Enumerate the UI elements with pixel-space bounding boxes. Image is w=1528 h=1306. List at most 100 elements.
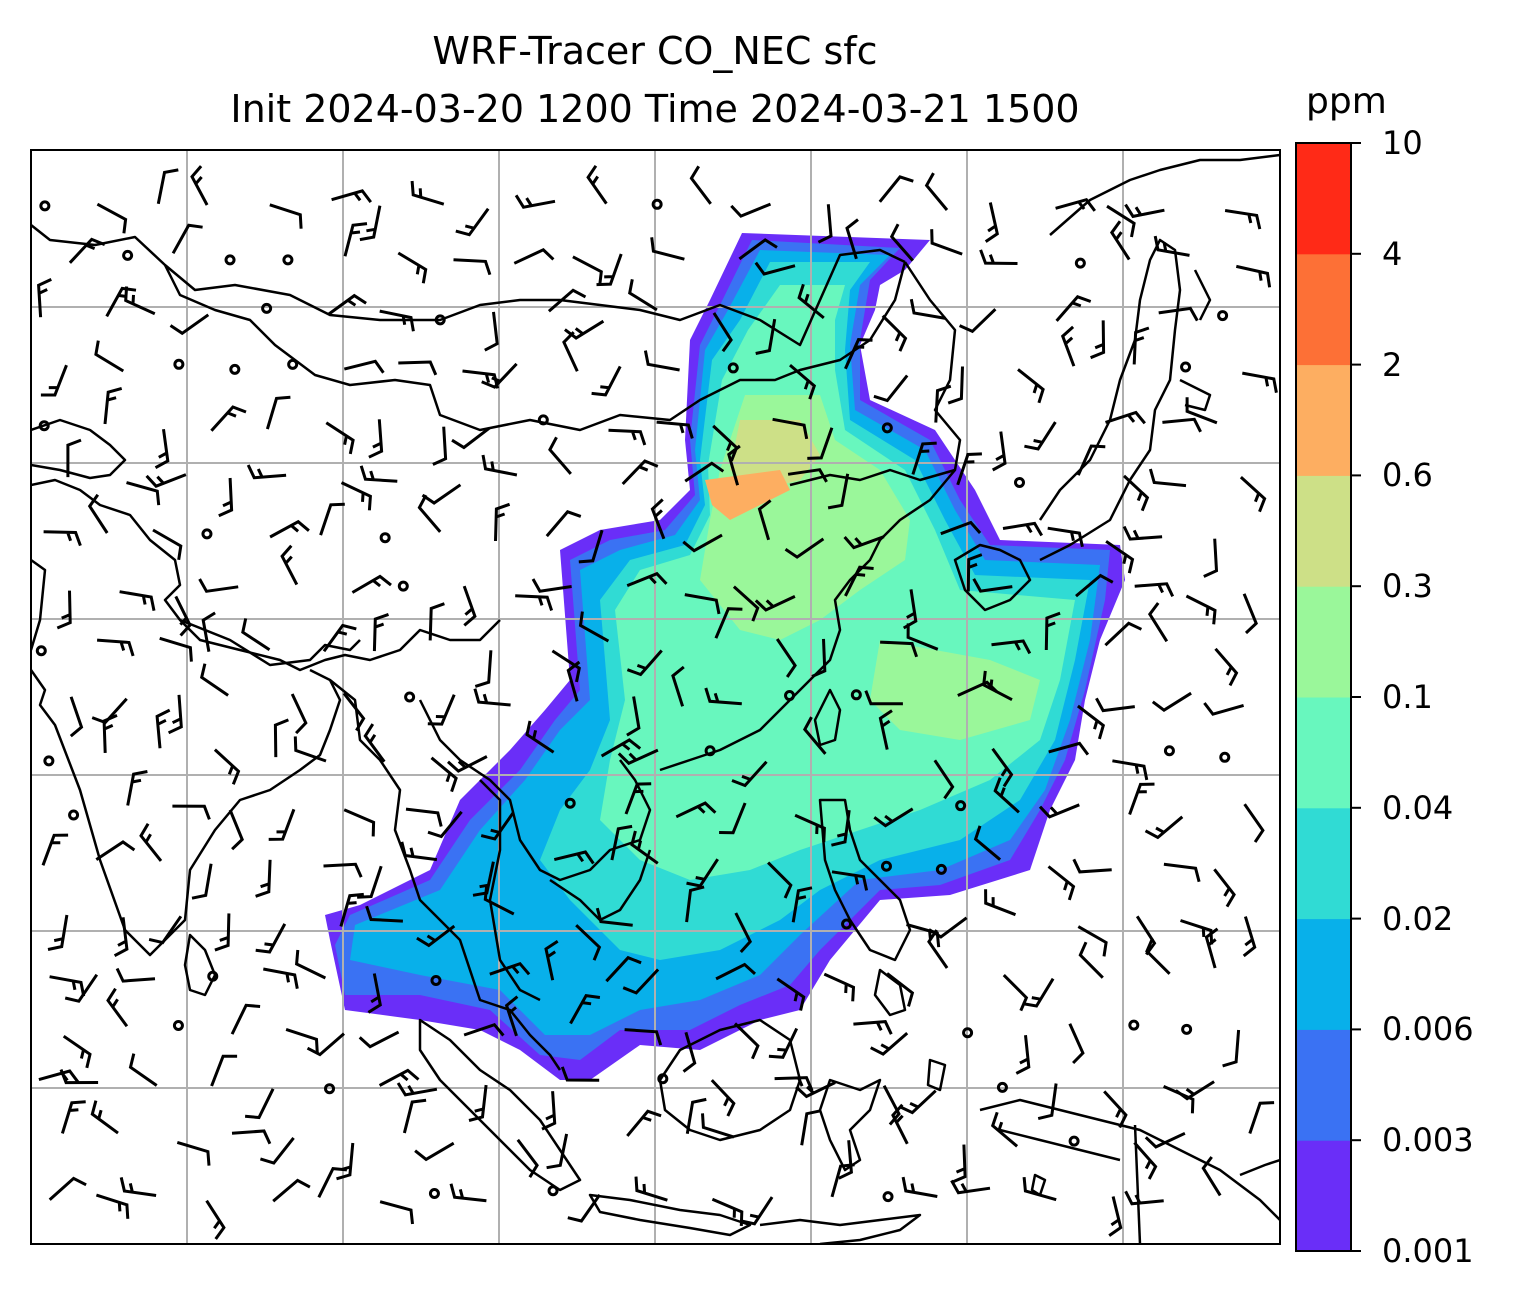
wind-barb bbox=[473, 688, 511, 707]
wind-barb bbox=[911, 441, 937, 475]
wind-barb bbox=[1068, 1023, 1085, 1065]
wind-barb bbox=[378, 1068, 420, 1087]
wind-barb bbox=[710, 1079, 736, 1117]
wind-barb bbox=[878, 709, 893, 750]
calm-wind-marker bbox=[287, 358, 299, 370]
wind-barb bbox=[901, 1176, 938, 1198]
wind-barb bbox=[255, 859, 272, 898]
colorbar-level-8 bbox=[1296, 364, 1351, 476]
wind-barb bbox=[569, 993, 601, 1025]
calm-wind-marker bbox=[68, 809, 80, 821]
wind-barb bbox=[738, 238, 778, 261]
wind-barb bbox=[447, 755, 488, 773]
colorbar-level-3 bbox=[1296, 918, 1351, 1030]
wind-barb bbox=[775, 638, 797, 678]
wind-barb bbox=[671, 665, 685, 707]
wind-barb bbox=[548, 436, 572, 475]
wind-barb bbox=[139, 822, 163, 862]
wind-barb bbox=[843, 535, 885, 550]
wind-barb bbox=[844, 565, 874, 597]
wind-barb bbox=[417, 494, 442, 533]
wind-barb bbox=[342, 692, 366, 732]
field-level-8 bbox=[705, 470, 790, 520]
wind-barb bbox=[1076, 444, 1106, 476]
calm-wind-marker bbox=[38, 420, 50, 432]
wind-barb bbox=[740, 1196, 774, 1226]
wind-barb bbox=[343, 222, 368, 257]
wind-barb bbox=[1055, 197, 1096, 212]
wind-barb bbox=[90, 1100, 119, 1135]
wind-barb bbox=[1162, 1085, 1195, 1114]
wind-barb bbox=[451, 426, 491, 450]
wind-barb bbox=[628, 279, 658, 312]
wind-barb bbox=[484, 311, 499, 352]
wind-barb bbox=[124, 286, 156, 316]
wind-barb bbox=[591, 365, 622, 397]
calm-wind-marker bbox=[229, 363, 241, 375]
calm-wind-marker bbox=[434, 314, 446, 326]
wind-barb bbox=[126, 481, 161, 506]
wind-barb bbox=[624, 1028, 663, 1046]
wind-barb bbox=[831, 810, 851, 847]
wind-barb bbox=[754, 261, 796, 276]
wind-barb bbox=[864, 690, 903, 706]
wind-barb bbox=[128, 1053, 158, 1087]
wind-barb bbox=[1203, 538, 1219, 578]
wind-barb bbox=[991, 431, 1007, 472]
wind-barb bbox=[784, 537, 825, 559]
wind-barb bbox=[340, 481, 372, 511]
wind-barb bbox=[1024, 421, 1057, 451]
colorbar-tick-label: 0.02 bbox=[1382, 899, 1454, 938]
wind-barb bbox=[1076, 704, 1106, 740]
wind-barb bbox=[1037, 1083, 1058, 1121]
calm-wind-marker bbox=[564, 797, 576, 809]
wind-barb bbox=[64, 973, 99, 1003]
wind-barb bbox=[1124, 1190, 1164, 1206]
wind-barb bbox=[578, 611, 610, 643]
wind-barb bbox=[624, 782, 652, 815]
wind-barb bbox=[1104, 621, 1143, 647]
calm-wind-marker bbox=[173, 358, 185, 370]
wind-barb bbox=[626, 696, 641, 737]
wind-barb bbox=[754, 595, 796, 612]
wind-barb bbox=[1222, 1029, 1241, 1068]
wind-barb bbox=[514, 194, 556, 209]
wind-barb bbox=[684, 461, 725, 483]
wind-barb bbox=[1038, 803, 1080, 819]
calm-wind-marker bbox=[955, 800, 967, 812]
wind-barb bbox=[626, 571, 668, 587]
calm-wind-marker bbox=[172, 1020, 184, 1032]
wind-barb bbox=[372, 612, 390, 652]
map-title-line2: Init 2024-03-20 1200 Time 2024-03-21 150… bbox=[230, 87, 1080, 131]
wind-barb bbox=[650, 237, 685, 261]
calm-wind-marker bbox=[379, 532, 391, 544]
wind-barb bbox=[544, 939, 559, 981]
calm-wind-marker bbox=[261, 302, 273, 314]
wind-barb bbox=[427, 694, 456, 726]
wind-barb bbox=[96, 638, 135, 657]
wind-barb bbox=[958, 308, 997, 334]
wind-barb bbox=[1105, 540, 1135, 574]
wind-barb bbox=[1108, 1196, 1123, 1237]
wind-barb bbox=[230, 1003, 261, 1035]
wind-barb bbox=[66, 438, 82, 478]
wind-barb bbox=[480, 811, 515, 841]
wind-barb bbox=[1022, 977, 1055, 1008]
wind-barb bbox=[414, 1141, 455, 1162]
calm-wind-marker bbox=[1163, 745, 1175, 757]
wind-barb bbox=[102, 714, 118, 753]
wind-barb bbox=[363, 723, 386, 763]
wind-barb bbox=[41, 833, 69, 866]
wind-barb bbox=[43, 530, 82, 547]
wind-barb bbox=[210, 405, 247, 432]
wind-barb bbox=[402, 1098, 427, 1134]
wind-barb bbox=[176, 1140, 211, 1166]
wind-barb bbox=[928, 916, 968, 939]
wind-barb bbox=[343, 359, 385, 374]
wind-barb bbox=[263, 967, 299, 989]
wind-barb bbox=[1144, 1131, 1186, 1149]
calm-wind-marker bbox=[207, 970, 219, 982]
wind-barb bbox=[1162, 417, 1202, 433]
wind-barb bbox=[489, 961, 531, 976]
map-gridlines bbox=[31, 150, 1280, 1244]
